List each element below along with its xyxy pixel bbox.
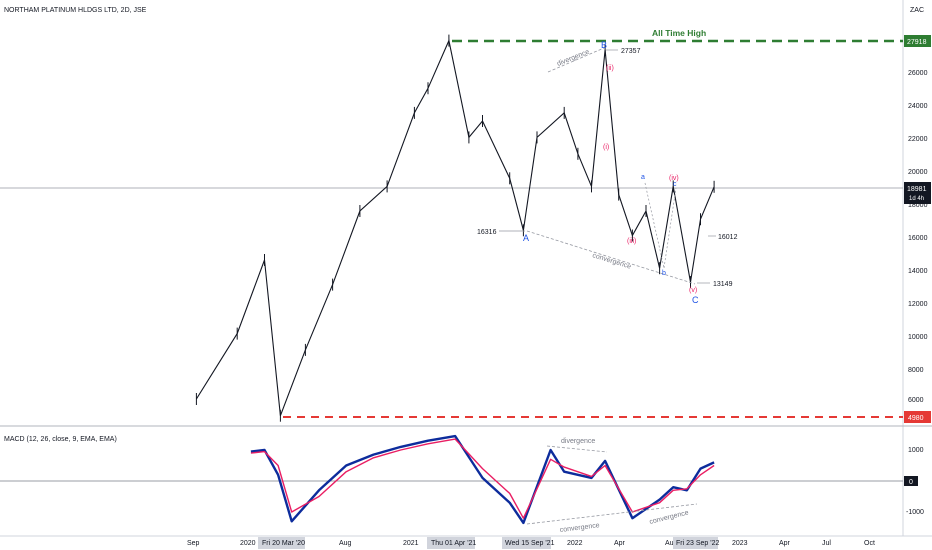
time-label: Oct [864,540,875,547]
price-tick: 16000 [908,235,928,242]
macd-tick-1000: 1000 [908,447,924,454]
time-label: 2020 [240,540,256,547]
price-line [195,38,715,416]
level-label-16316: 16316 [477,229,497,236]
low-badge-text: 4980 [908,415,924,422]
time-label: Sep [187,540,200,547]
macd-zero-badge [904,476,918,486]
macd-convergence-label: convergence [559,522,600,534]
time-label: 2023 [732,540,748,547]
price-tick: 10000 [908,334,928,341]
time-label: Au [665,540,674,547]
wave-label-i: (i) [603,144,609,151]
time-highlight-label: Fri 20 Mar '20 [262,540,305,547]
price-tick: 14000 [908,268,928,275]
time-highlight-label: Wed 15 Sep '21 [505,540,555,547]
level-label-13149: 13149 [713,281,733,288]
wave-label-iii: (iii) [627,238,636,245]
low-badge [904,411,931,423]
wave-label-B: B [601,40,607,50]
macd-series [250,434,715,525]
last-price-text: 18981 [907,186,927,193]
ath-badge-text: 27918 [907,39,927,46]
macd-convergence-line [526,503,698,525]
time-label: Jul [822,540,831,547]
time-highlight-box [673,537,718,549]
macd-signal-line [250,438,715,519]
time-axis: Sep 2020 Aug 2021 2022 Apr Au 2023 Apr J… [187,537,875,549]
price-tick: 12000 [908,301,928,308]
macd-tick-neg1000: -1000 [906,509,924,516]
price-tick: 18000 [908,202,928,209]
ath-label: All Time High [652,28,706,38]
last-price-sub: 1d 4h [909,196,924,202]
time-highlight-box [427,537,475,549]
wave-label-c: c [673,181,677,188]
wave-label-A: A [523,233,529,243]
abc-dotted-line-2 [663,187,677,269]
time-label: 2022 [567,540,583,547]
price-tick: 20000 [908,169,928,176]
time-label: Apr [779,540,791,547]
ath-badge [904,35,931,47]
price-convergence-label: convergence [591,252,631,270]
abc-dotted-line [644,182,665,269]
price-convergence-line [526,230,696,285]
price-series [195,34,715,422]
time-highlight-box [258,537,305,549]
price-y-axis: 26000 24000 22000 20000 18000 16000 1400… [908,70,928,404]
time-label: Apr [614,540,626,547]
price-tick: 6000 [908,397,924,404]
macd-divergence-line [546,445,608,453]
price-tick: 22000 [908,136,928,143]
last-price-badge [904,182,931,204]
wave-label-C: C [692,295,699,305]
time-label: Aug [339,540,352,547]
time-highlight-label: Fri 23 Sep '22 [676,540,719,547]
price-divergence-label: divergence [556,48,590,67]
chart-title: NORTHAM PLATINUM HLDGS LTD, 2D, JSE [4,7,147,14]
macd-line [250,434,715,525]
price-divergence-line [547,47,605,73]
wave-label-a: a [641,174,645,181]
time-highlight-label: Thu 01 Apr '21 [431,540,476,547]
macd-zero-badge-text: 0 [909,479,913,486]
level-label-16012: 16012 [718,234,738,241]
currency-label: ZAC [910,7,924,14]
macd-title: MACD (12, 26, close, 9, EMA, EMA) [4,436,117,443]
wave-label-b: b [662,270,666,277]
wave-label-ii: (ii) [606,65,614,72]
price-tick: 24000 [908,103,928,110]
time-label: 2021 [403,540,419,547]
wave-label-iv: (iv) [669,175,679,182]
wave-label-v: (v) [689,287,697,294]
price-tick: 8000 [908,367,924,374]
price-tick: 26000 [908,70,928,77]
time-highlight-box [502,537,551,549]
macd-divergence-label: divergence [561,438,595,445]
macd-convergence-label-2: convergence [649,509,690,526]
level-label-27357: 27357 [621,48,641,55]
